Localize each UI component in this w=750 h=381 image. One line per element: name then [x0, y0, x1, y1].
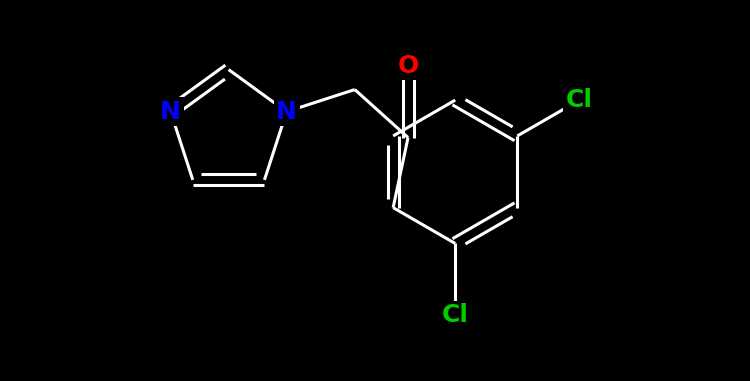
Text: O: O [398, 54, 418, 78]
Text: N: N [160, 100, 181, 124]
Text: Cl: Cl [442, 303, 469, 327]
Text: Cl: Cl [566, 88, 593, 112]
Text: N: N [276, 100, 297, 124]
